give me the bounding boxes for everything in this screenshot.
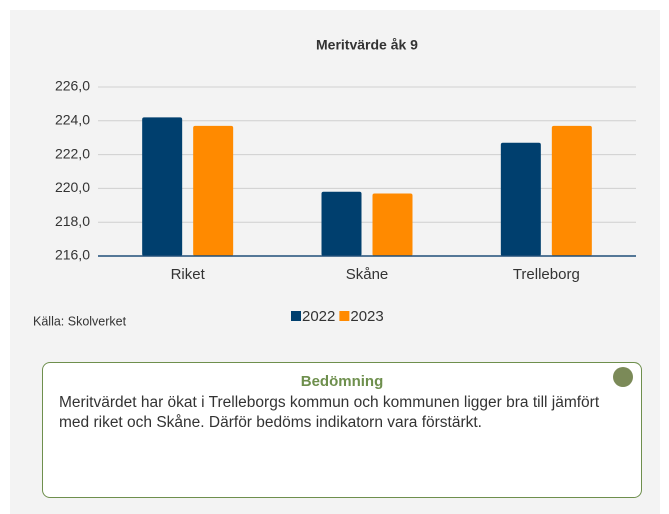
status-dot: [613, 367, 633, 387]
bar: [500, 142, 541, 256]
y-tick-label: 224,0: [55, 112, 90, 128]
y-tick-label: 226,0: [55, 78, 90, 94]
assessment-text: Meritvärdet har ökat i Trelleborgs kommu…: [59, 394, 600, 431]
y-tick-label: 222,0: [55, 145, 90, 161]
y-tick-label: 218,0: [55, 213, 90, 229]
legend-swatch: [291, 311, 301, 321]
bar: [142, 117, 183, 256]
y-tick-label: 216,0: [55, 247, 90, 263]
y-tick-label: 220,0: [55, 179, 90, 195]
chart: Meritvärde åk 9 Källa: Skolverket 216,0 2…: [33, 37, 636, 328]
source: Källa: Skolverket: [33, 314, 127, 328]
bar: [321, 191, 362, 256]
legend-label: 2023: [350, 308, 383, 325]
x-tick-label: Skåne: [346, 266, 389, 283]
x-tick-label: Riket: [171, 266, 206, 283]
x-tick-label: Trelleborg: [513, 266, 580, 283]
bar: [551, 125, 592, 257]
legend-label: 2022: [302, 308, 335, 325]
bar: [372, 193, 413, 256]
assessment-title: Bedömning: [300, 373, 384, 390]
assessment-box: Bedömning Meritvärdet har ökat i Trelleb…: [42, 362, 642, 498]
legend-swatch: [339, 311, 350, 321]
bar: [193, 125, 234, 257]
chart-title: Meritvärde åk 9: [316, 37, 418, 53]
